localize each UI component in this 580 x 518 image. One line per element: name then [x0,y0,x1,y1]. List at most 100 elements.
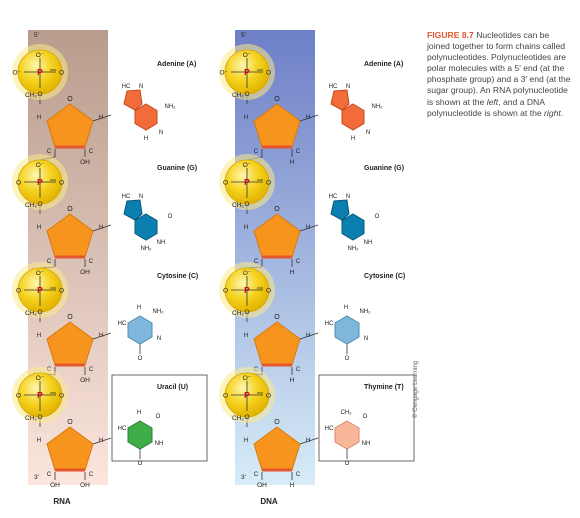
phosphate-o-right-label: O [266,393,271,400]
base-sub-label: HC [325,426,334,432]
phosphate-o-minus-label: O⁻ [243,162,252,169]
sugar-2prime-label: OH [80,482,90,489]
sugar-c-label: C [47,472,52,478]
phosphate-o-left-label: O [16,288,21,295]
sugar-c-label: C [47,259,52,265]
sugar-o-label: O [67,96,73,103]
phosphate-p-label: P [37,390,43,400]
sugar-c-label: C [89,472,94,478]
phosphate-group: P O⁻ O⁻ O O [12,44,68,100]
glycosidic-bond [299,437,319,445]
purine-five-ring [123,199,143,221]
base-highlight-box [111,374,208,462]
sugar-c-label: C [89,259,94,265]
phosphate-o-right-label: O [59,288,64,295]
copyright-credit: © Cengage Learning [412,360,419,418]
base-sub-label: HC [329,84,338,90]
sugar-4: OHHCCOHOHCH₂ [25,415,103,489]
sugar-h-label: H [37,225,41,231]
sugar-h-label: H [244,333,248,339]
base-sub-label: N [157,336,161,342]
sugar-c-label: C [47,149,52,155]
base-sub-label: HC [118,321,127,327]
sugar-ch2-label: CH₂ [232,415,244,422]
phosphate-o-minus-label: O⁻ [36,162,45,169]
base-sub-label: O [345,461,350,467]
sugar-o-label: O [67,314,73,321]
figure-number: FIGURE 8.7 [427,30,474,40]
caption-text-2: , and a DNA polynucleotide is shown at t… [427,96,545,118]
sugar-c-label: C [254,472,259,478]
phosphate-o-left-label: O [223,393,228,400]
base-highlight-box [318,374,415,462]
sugar-o-label: O [274,96,280,103]
phosphate-o-right-label: O [266,180,271,187]
sugar-2prime-label: H [290,159,295,166]
pyrimidine-six-ring [127,420,153,450]
base-sub-label: O [345,356,350,362]
purine-ring: HC N NH₂ N H [122,84,177,142]
phosphate-o-bottom-label: O [244,91,249,98]
base-sub-label: N [139,194,143,200]
sugar-ch2-label: CH₂ [25,310,37,317]
sugar-ch2-label: CH₂ [232,310,244,317]
phosphate-p-label: P [244,177,250,187]
phosphate-o-right-label: O [59,393,64,400]
base-sub-label: NH₂ [141,246,153,252]
base-sub-label: N [139,84,143,90]
strand-rna: 5′3′RNAPO⁻O⁻OOOHHCCOHCH₂HCNNH₂NHAdenine … [12,30,208,506]
sugar-c-label: C [254,259,259,265]
sugar-ch2-label: CH₂ [25,415,37,422]
purine-six-ring [341,213,365,241]
phosphate-group: P O⁻ O O O [12,367,68,423]
base-sub-label: O [168,214,173,220]
caption-italic-left: left [486,96,499,107]
base-sub-label: HC [329,194,338,200]
pyrimidine-ring: H O HC NH O [118,410,164,467]
phosphate-o-bottom-label: O [37,414,42,421]
sugar-2prime-label: OH [80,269,90,276]
purine-ring: HC N O NH NH₂ [329,194,380,252]
glycosidic-bond [299,332,319,340]
base-name-label: Uracil (U) [157,384,188,391]
pyrimidine-ring: CH₃ O HC NH O [325,410,371,467]
base-sub-label: N [159,130,163,136]
caption-text-1: Nucleotides can be joined together to fo… [427,30,571,107]
strand-label: DNA [260,497,278,506]
base-name-label: Guanine (G) [157,165,197,172]
glycosidic-bond [299,114,319,122]
strand-label: RNA [53,497,71,506]
sugar-2prime-label: H [290,482,295,489]
phosphate-o-right-label: O [59,180,64,187]
phosphate-o-bottom-label: O [244,201,249,208]
phosphate-o-left-label: O⁻ [220,70,229,77]
base-sub-label: NH₂ [372,104,384,110]
glycosidic-bond [92,224,112,232]
sugar-h-label: H [244,225,248,231]
pyrimidine-ring: H NH₂ HC N O [118,305,165,362]
phosphate-o-bottom-label: O [37,309,42,316]
phosphate-p-label: P [37,177,43,187]
phosphate-o-minus-label: O⁻ [36,270,45,277]
pyrimidine-six-ring [127,315,153,345]
sugar-o-label: O [274,206,280,213]
base-sub-label: O [363,414,368,420]
base-sub-label: H [344,305,348,311]
sugar-h-label: H [37,333,41,339]
purine-ring: HC N NH₂ N H [329,84,384,142]
base-sub-label: NH [362,441,371,447]
sugar-o-label: O [67,206,73,213]
sugar-2prime-label: OH [80,159,90,166]
sugar-c-label: C [254,149,259,155]
sugar-ch2-label: CH₂ [25,92,37,99]
base-sub-label: NH [364,240,373,246]
phosphate-o-minus-label: O⁻ [243,375,252,382]
phosphate-o-minus-label: O⁻ [36,375,45,382]
base-sub-label: H [137,410,141,416]
sugar-h-label: H [244,438,248,444]
phosphate-o-right-label: O [266,288,271,295]
glycosidic-bond [92,332,112,340]
phosphate-p-label: P [244,285,250,295]
phosphate-o-left-label: O [16,180,21,187]
base-sub-label: NH₂ [153,309,165,315]
